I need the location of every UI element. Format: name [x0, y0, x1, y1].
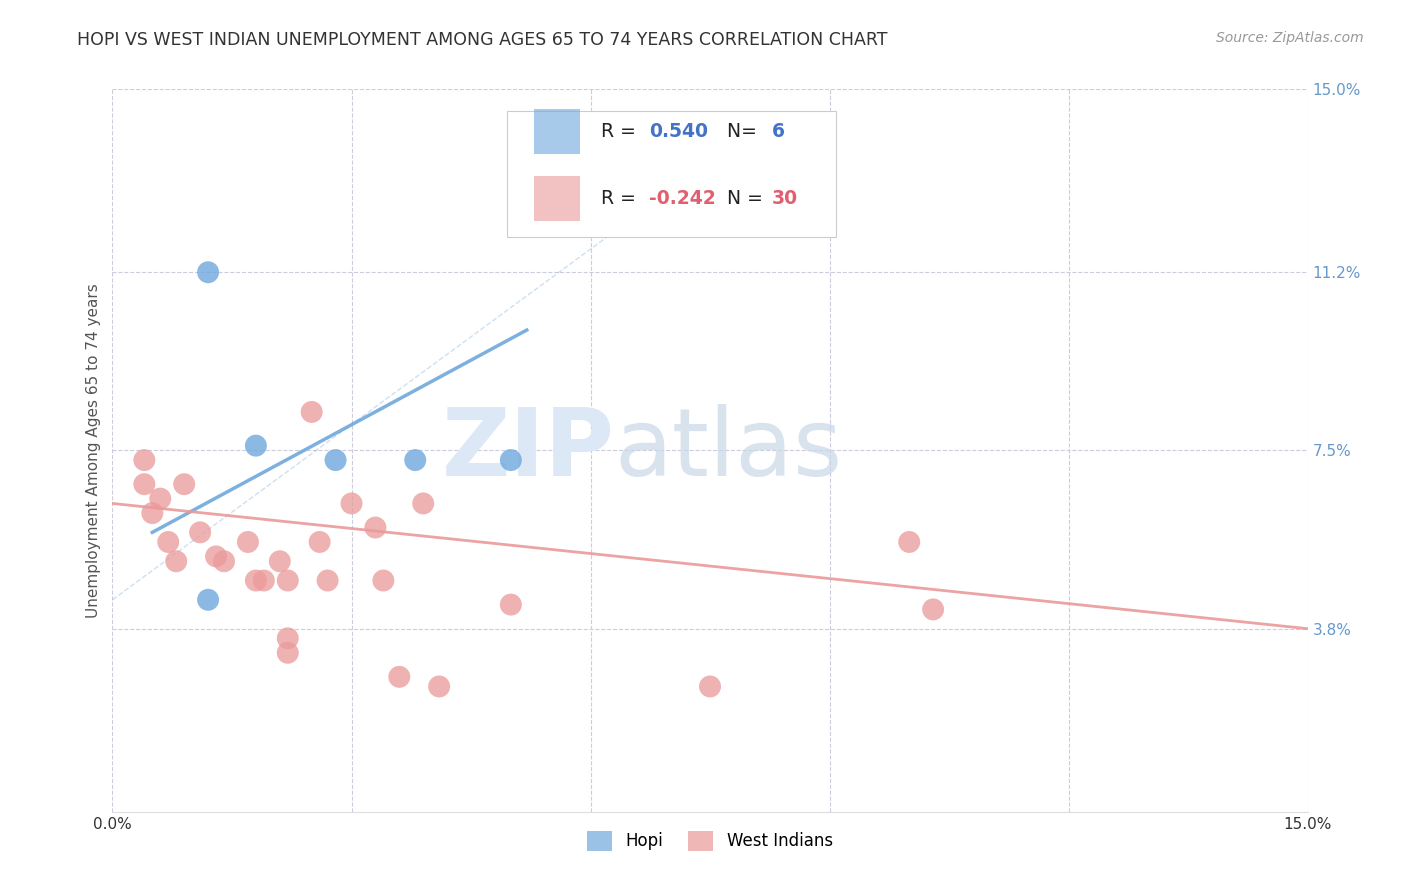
Point — [212, 554, 235, 568]
Point — [301, 405, 323, 419]
Point — [188, 525, 211, 540]
Point — [245, 574, 267, 588]
Point — [173, 477, 195, 491]
Point — [325, 453, 347, 467]
Text: atlas: atlas — [614, 404, 842, 497]
Text: 0.540: 0.540 — [650, 122, 709, 141]
Point — [197, 592, 219, 607]
Text: 6: 6 — [772, 122, 785, 141]
Point — [898, 535, 921, 549]
Point — [308, 535, 330, 549]
Text: ZIP: ZIP — [441, 404, 614, 497]
Text: -0.242: -0.242 — [650, 189, 716, 208]
Point — [499, 598, 522, 612]
Point — [165, 554, 187, 568]
Point — [388, 670, 411, 684]
Text: N =: N = — [727, 189, 769, 208]
FancyBboxPatch shape — [508, 111, 835, 237]
Point — [149, 491, 172, 506]
Legend: Hopi, West Indians: Hopi, West Indians — [581, 824, 839, 857]
Point — [922, 602, 945, 616]
Point — [236, 535, 259, 549]
FancyBboxPatch shape — [534, 176, 579, 220]
Text: R =: R = — [602, 122, 643, 141]
Point — [141, 506, 163, 520]
Point — [269, 554, 291, 568]
Text: R =: R = — [602, 189, 643, 208]
Point — [699, 680, 721, 694]
Point — [134, 477, 156, 491]
Point — [373, 574, 395, 588]
Point — [427, 680, 450, 694]
Point — [205, 549, 228, 564]
Point — [157, 535, 180, 549]
Point — [404, 453, 426, 467]
Point — [499, 453, 522, 467]
Point — [245, 439, 267, 453]
Point — [364, 520, 387, 534]
Text: N=: N= — [727, 122, 762, 141]
Text: HOPI VS WEST INDIAN UNEMPLOYMENT AMONG AGES 65 TO 74 YEARS CORRELATION CHART: HOPI VS WEST INDIAN UNEMPLOYMENT AMONG A… — [77, 31, 887, 49]
Point — [134, 453, 156, 467]
Point — [253, 574, 276, 588]
FancyBboxPatch shape — [534, 110, 579, 154]
Point — [277, 646, 299, 660]
Point — [340, 496, 363, 510]
Point — [197, 265, 219, 279]
Point — [277, 632, 299, 646]
Point — [412, 496, 434, 510]
Text: 30: 30 — [772, 189, 799, 208]
Point — [316, 574, 339, 588]
Point — [277, 574, 299, 588]
Text: Source: ZipAtlas.com: Source: ZipAtlas.com — [1216, 31, 1364, 45]
Y-axis label: Unemployment Among Ages 65 to 74 years: Unemployment Among Ages 65 to 74 years — [86, 283, 101, 618]
